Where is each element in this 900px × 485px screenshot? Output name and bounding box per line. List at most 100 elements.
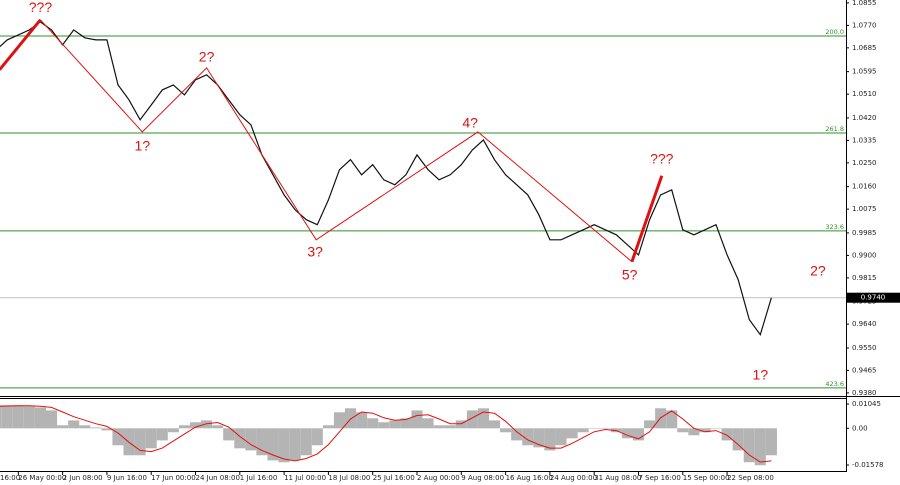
histogram-bar	[588, 428, 600, 429]
histogram-bar	[632, 428, 645, 441]
x-tick-label: 9 Jun 16:00	[107, 474, 147, 482]
wave-label: 1?	[135, 137, 151, 153]
histogram-bar	[732, 428, 744, 451]
x-tick-label: 15 Sep 00:00	[683, 474, 730, 482]
x-tick-label: 7 Sep 16:00	[639, 474, 681, 482]
wave-line	[40, 19, 633, 263]
histogram-bar	[644, 420, 656, 429]
histogram-bar	[721, 428, 733, 441]
histogram-bar	[666, 410, 678, 429]
wave-label: 2?	[810, 262, 826, 278]
histogram-bar	[333, 412, 346, 429]
histogram-bar	[433, 425, 445, 429]
x-tick-label: 17 Jun 00:00	[151, 474, 195, 482]
histogram-bar	[544, 428, 556, 451]
histogram-bar	[422, 418, 434, 429]
histogram-bar	[356, 412, 368, 429]
y-tick-label: 0.9380	[852, 389, 877, 397]
histogram-bar	[300, 428, 312, 456]
y-tick-label: 1.0250	[852, 159, 877, 167]
y-tick-label: 0.9640	[852, 320, 877, 328]
histogram-bar	[389, 420, 401, 429]
wave-label: 5?	[622, 266, 638, 282]
histogram-bar	[477, 408, 489, 429]
y-tick-label: 1.0160	[852, 183, 877, 191]
histogram-bar	[533, 428, 545, 448]
histogram-bar	[677, 428, 689, 433]
histogram-bar	[322, 425, 334, 429]
oscillator-plot	[0, 405, 777, 466]
y-tick-label: 1.0335	[852, 136, 877, 144]
histogram-bar	[112, 428, 124, 446]
x-tick-label: 18 Jul 08:00	[328, 474, 370, 482]
x-tick-label: 2 Aug 00:00	[417, 474, 460, 482]
histogram-bar	[101, 428, 113, 431]
histogram-bar	[699, 428, 711, 433]
level-label: 323.6	[825, 223, 844, 231]
wave-label: 2?	[199, 49, 215, 65]
wave-label: ???	[650, 151, 674, 167]
histogram-bar	[201, 420, 213, 429]
histogram-bar	[145, 428, 157, 449]
wave-label: 4?	[462, 115, 478, 131]
x-tick-label: 22 Sep 08:00	[727, 474, 774, 482]
histogram-bar	[256, 428, 268, 456]
y-tick-label: 0.9900	[852, 251, 877, 259]
level-label: 261.8	[825, 125, 844, 133]
y-tick-label: 1.0685	[852, 44, 877, 52]
histogram-bar	[511, 428, 523, 441]
histogram-bar	[23, 406, 35, 429]
histogram-bar	[90, 427, 102, 429]
histogram-bar	[79, 425, 91, 429]
histogram-bar	[367, 418, 379, 429]
histogram-bar	[688, 428, 700, 436]
current-price-box	[847, 292, 900, 303]
histogram-bar	[488, 420, 501, 429]
histogram-bar	[189, 422, 202, 429]
histogram-bar	[345, 408, 357, 429]
wave-label: 3?	[307, 243, 323, 259]
x-tick-label: 9 Aug 08:00	[461, 474, 504, 482]
histogram-bar	[212, 425, 224, 429]
histogram-bar	[566, 428, 578, 439]
histogram-bar	[577, 428, 589, 433]
histogram-bar	[599, 428, 611, 429]
price-line	[0, 21, 772, 337]
level-label: 200.0	[825, 28, 844, 36]
histogram-bar	[234, 428, 246, 449]
x-tick-label: 24 Aug 00:00	[550, 474, 597, 482]
x-tick-label: 31 Aug 08:00	[594, 474, 641, 482]
histogram-bar	[156, 428, 168, 441]
y-tick-label: 0.01045	[852, 400, 881, 408]
histogram-bar	[45, 410, 58, 429]
histogram-bar	[500, 428, 512, 433]
histogram-bar	[765, 428, 777, 456]
y-tick-label: 0.00	[852, 424, 868, 432]
histogram-bar	[12, 405, 24, 429]
histogram-bar	[1, 405, 13, 429]
histogram-bar	[178, 425, 190, 429]
x-tick-label: 11 Jul 00:00	[284, 474, 326, 482]
histogram-bar	[57, 425, 69, 429]
y-tick-label: 1.0075	[852, 205, 877, 213]
histogram-bar	[68, 420, 80, 429]
histogram-bar	[743, 428, 755, 463]
y-tick-label: 0.9815	[852, 274, 877, 282]
x-tick-label: 1 Jul 16:00	[240, 474, 278, 482]
y-tick-label: -0.01578	[852, 461, 883, 469]
histogram-bar	[134, 428, 146, 456]
histogram-bar	[167, 428, 179, 433]
histogram-bar	[710, 428, 722, 429]
x-tick-label: 2 Jun 08:00	[63, 474, 103, 482]
current-price-label: 0.9740	[861, 294, 886, 302]
y-tick-label: 1.0595	[852, 68, 877, 76]
histogram-bar	[522, 428, 534, 446]
histogram-bar	[400, 418, 412, 429]
histogram-bar	[311, 428, 323, 446]
histogram-bar	[34, 407, 46, 429]
y-tick-label: 0.9550	[852, 344, 877, 352]
histogram-bar	[444, 425, 456, 429]
